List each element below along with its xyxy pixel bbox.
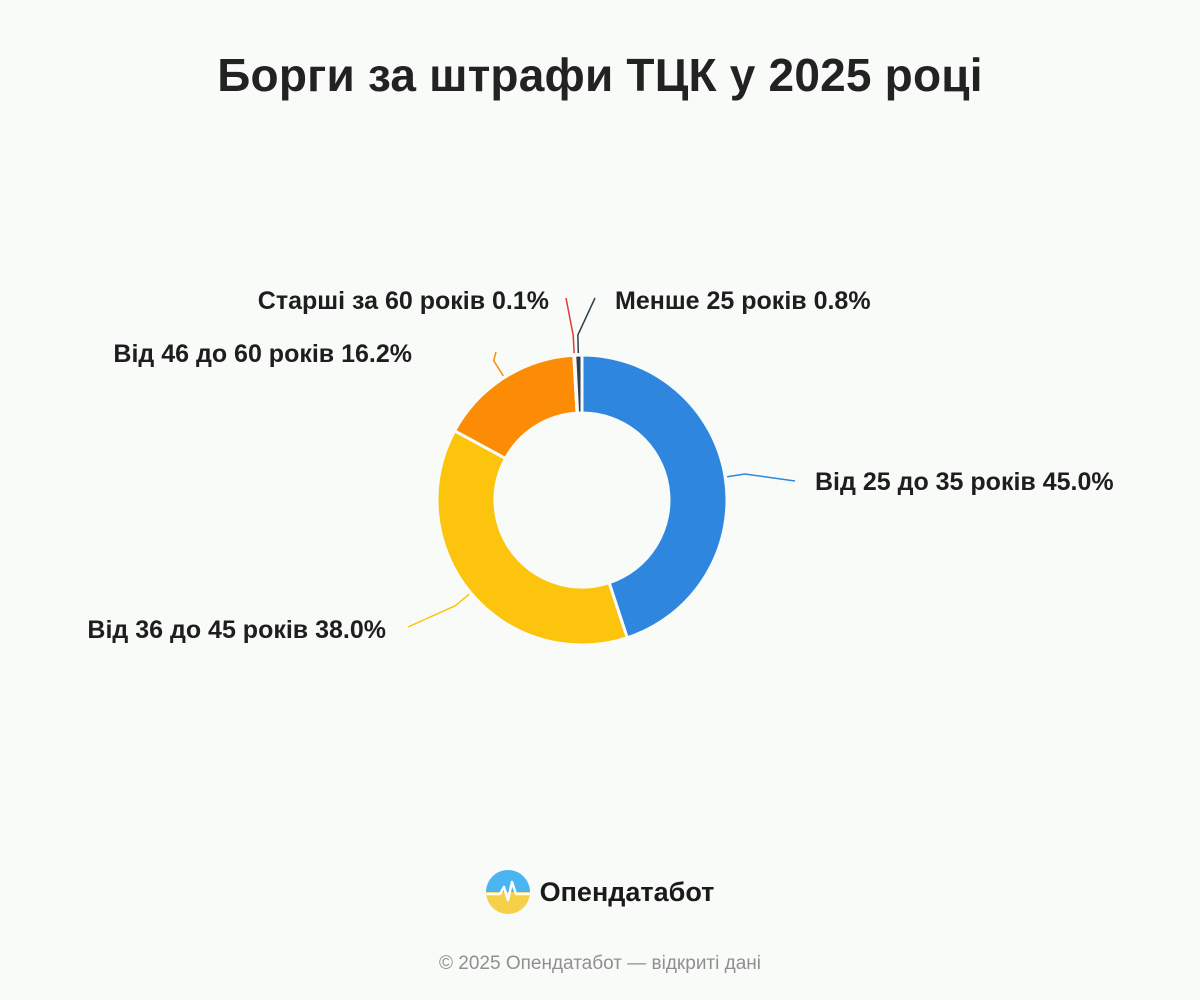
slice-label: Старші за 60 років 0.1% xyxy=(258,287,549,315)
slice-label: Від 36 до 45 років 38.0% xyxy=(87,616,386,644)
brand-logo: Опендатабот xyxy=(0,870,1200,914)
slice-label: Від 25 до 35 років 45.0% xyxy=(815,468,1114,496)
donut-slice xyxy=(573,353,584,415)
slice-label: Від 46 до 60 років 16.2% xyxy=(113,340,412,368)
copyright-footer: © 2025 Опендатабот — відкриті дані xyxy=(439,953,761,974)
leader-line xyxy=(565,297,575,354)
leader-line xyxy=(492,351,504,377)
chart-title: Борги за штрафи ТЦК у 2025 році xyxy=(217,49,983,101)
brand-name: Опендатабот xyxy=(539,876,715,907)
leader-line xyxy=(727,473,796,482)
donut-slice xyxy=(580,353,729,640)
leader-line xyxy=(577,297,596,354)
opendatabot-logo-icon xyxy=(485,870,530,914)
leader-line xyxy=(407,593,470,628)
slice-label: Менше 25 років 0.8% xyxy=(615,287,871,315)
donut-slice xyxy=(435,429,629,647)
